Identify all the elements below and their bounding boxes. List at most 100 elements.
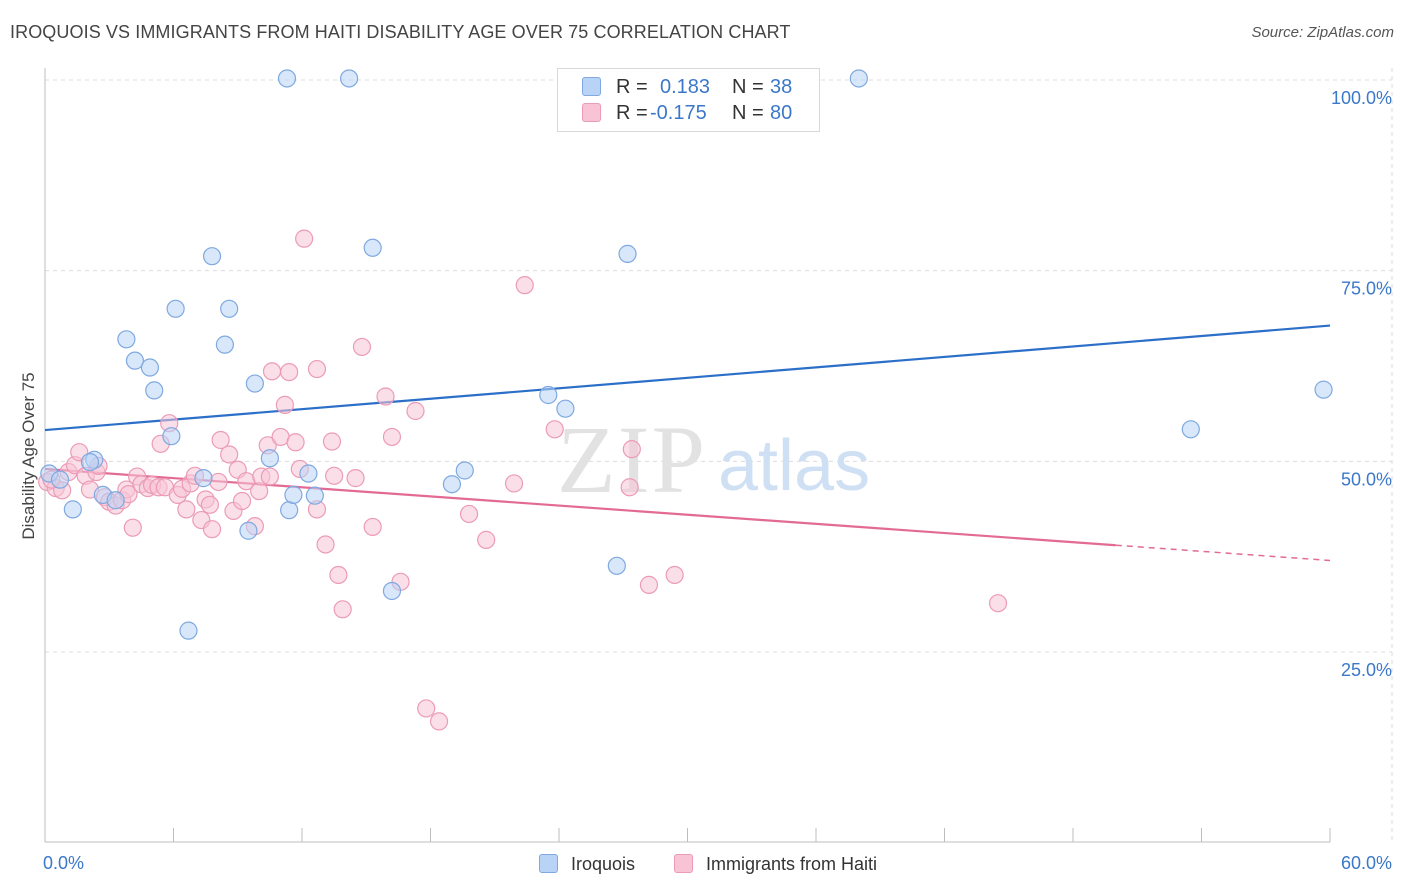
data-point-iroquois [166, 299, 185, 318]
data-point-iroquois [455, 461, 474, 480]
y-axis-label: Disability Age Over 75 [19, 372, 38, 539]
data-point-haiti [376, 387, 395, 406]
data-point-haiti [429, 712, 449, 731]
data-point-haiti [202, 520, 222, 539]
x-tick-label: 0.0% [43, 853, 84, 873]
legend-r-value: -0.175 [650, 102, 707, 124]
data-point-haiti [177, 500, 196, 519]
data-point-iroquois [239, 521, 258, 540]
trend-line-haiti-extension [1115, 544, 1331, 562]
data-point-iroquois [539, 385, 558, 405]
correlation-legend: R = 0.183 N = 38 R = -0.175 N = 80 [557, 68, 820, 132]
data-point-iroquois [80, 452, 100, 472]
data-point-iroquois [215, 335, 234, 354]
data-point-iroquois [63, 500, 82, 519]
data-point-haiti [322, 432, 342, 451]
data-point-haiti [307, 359, 327, 379]
data-point-iroquois [140, 358, 160, 377]
source-credit: Source: ZipAtlas.com [1251, 24, 1394, 41]
data-point-haiti [406, 401, 425, 421]
data-point-iroquois [179, 621, 198, 640]
data-point-iroquois [299, 464, 318, 483]
data-point-haiti [220, 445, 239, 464]
data-point-haiti [639, 575, 659, 594]
legend-n-label: N = [732, 76, 764, 98]
data-point-iroquois [106, 491, 125, 510]
axes [44, 68, 1331, 843]
data-point-haiti [477, 530, 496, 549]
data-point-iroquois [125, 351, 145, 370]
data-point-iroquois [442, 475, 462, 494]
data-point-iroquois [260, 449, 279, 468]
data-point-iroquois [618, 244, 637, 263]
data-point-haiti [504, 474, 524, 493]
data-point-haiti [329, 565, 348, 585]
tick-labels: 25.0% 50.0% 75.0% 100.0% 0.0% 60.0% [43, 88, 1392, 873]
y-tick-label: 25.0% [1341, 660, 1392, 680]
data-point-haiti [545, 420, 564, 439]
data-point-haiti [316, 535, 335, 554]
data-point-iroquois [202, 247, 222, 266]
data-point-iroquois [607, 556, 626, 575]
data-point-haiti [211, 430, 230, 450]
data-point-iroquois [849, 69, 868, 88]
data-point-haiti [459, 504, 479, 524]
data-point-haiti [260, 467, 279, 486]
data-point-haiti [333, 600, 352, 619]
legend-n-value: 38 [770, 76, 793, 98]
data-point-iroquois [220, 299, 239, 318]
data-point-iroquois [382, 581, 402, 601]
data-point-haiti [280, 363, 299, 382]
trend-line-iroquois [44, 324, 1331, 432]
data-point-haiti [352, 337, 372, 357]
data-point-iroquois [1181, 420, 1200, 439]
data-point-haiti [275, 395, 294, 414]
watermark-atlas: atlas [718, 426, 870, 506]
data-point-haiti [325, 466, 344, 485]
data-point-iroquois [340, 69, 359, 88]
data-point-haiti [286, 433, 305, 452]
data-point-haiti [622, 440, 641, 459]
data-point-haiti [382, 427, 402, 447]
legend-n-label: N = [732, 102, 764, 124]
chart-title: IROQUOIS VS IMMIGRANTS FROM HAITI DISABI… [10, 22, 791, 42]
bottom-legend-swatch-iroquois [539, 854, 558, 873]
legend-r-label: R = [616, 102, 648, 124]
data-point-iroquois [284, 485, 303, 504]
data-point-iroquois [245, 374, 264, 393]
legend-n-value: 80 [770, 102, 793, 124]
legend-swatch-iroquois [582, 77, 601, 96]
data-point-haiti [346, 469, 365, 488]
data-point-iroquois [50, 470, 70, 489]
data-points [38, 69, 1333, 731]
watermark: ZIP atlas [557, 406, 870, 513]
data-point-haiti [988, 594, 1008, 613]
x-tick-label: 60.0% [1341, 853, 1392, 873]
bottom-legend-label-iroquois: Iroquois [571, 854, 636, 874]
watermark-zip: ZIP [557, 406, 707, 513]
y-tick-label: 50.0% [1341, 469, 1392, 489]
data-point-haiti [417, 699, 436, 718]
y-tick-label: 75.0% [1341, 279, 1392, 299]
data-point-haiti [209, 472, 228, 492]
data-point-haiti [515, 276, 534, 295]
data-point-iroquois [162, 427, 181, 446]
data-point-iroquois [194, 469, 213, 488]
y-tick-label: 100.0% [1331, 88, 1392, 108]
data-point-haiti [232, 491, 252, 511]
data-point-haiti [295, 229, 314, 248]
data-point-iroquois [556, 399, 575, 418]
data-point-haiti [200, 495, 220, 514]
data-point-iroquois [117, 330, 136, 349]
data-point-iroquois [363, 238, 382, 257]
data-point-iroquois [277, 69, 297, 88]
data-point-haiti [620, 478, 639, 497]
data-point-haiti [262, 362, 282, 381]
data-point-haiti [123, 518, 142, 537]
bottom-legend-label-haiti: Immigrants from Haiti [706, 854, 878, 874]
data-point-iroquois [145, 381, 164, 400]
legend-r-label: R = [616, 76, 648, 98]
data-point-iroquois [280, 501, 299, 520]
data-point-haiti [363, 517, 382, 537]
